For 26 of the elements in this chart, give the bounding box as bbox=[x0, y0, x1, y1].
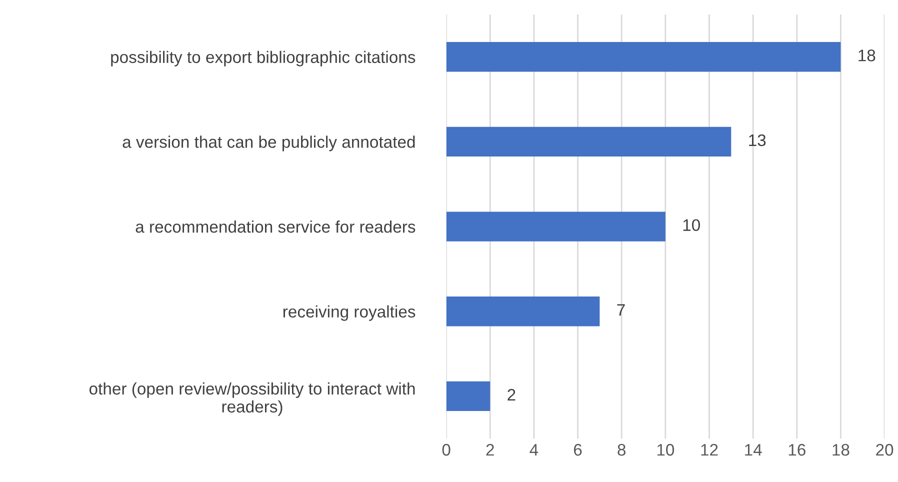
x-tick-label: 20 bbox=[876, 444, 894, 456]
data-label: 18 bbox=[858, 50, 876, 62]
x-tick-label: 14 bbox=[745, 444, 762, 456]
data-label: 13 bbox=[749, 134, 766, 146]
data-label: 7 bbox=[617, 304, 625, 316]
x-tick-label: 4 bbox=[530, 444, 538, 456]
y-tick-label: receiving royalties bbox=[283, 305, 416, 321]
y-tick-label: a version that can be publicly annotated bbox=[122, 136, 415, 152]
y-tick-label: a recommendation service for readers bbox=[136, 220, 416, 233]
x-tick-label: 6 bbox=[574, 444, 582, 456]
bar bbox=[446, 42, 841, 72]
data-label: 2 bbox=[508, 388, 516, 401]
x-tick-label: 16 bbox=[788, 444, 806, 456]
data-label: 10 bbox=[683, 219, 700, 232]
x-tick-label: 10 bbox=[657, 444, 674, 456]
x-tick-label: 18 bbox=[832, 444, 850, 456]
bar bbox=[446, 126, 732, 157]
x-tick-label: 0 bbox=[442, 444, 450, 456]
x-tick-label: 12 bbox=[701, 444, 718, 456]
bar bbox=[446, 212, 666, 242]
y-tick-label: other (open review/possibility to interact with readers) bbox=[89, 382, 415, 416]
bar bbox=[446, 296, 600, 326]
x-tick-label: 8 bbox=[618, 444, 626, 456]
x-tick-label: 2 bbox=[486, 444, 494, 456]
y-tick-label: possibility to export bibliographic citations bbox=[111, 50, 416, 66]
bar bbox=[446, 381, 490, 412]
